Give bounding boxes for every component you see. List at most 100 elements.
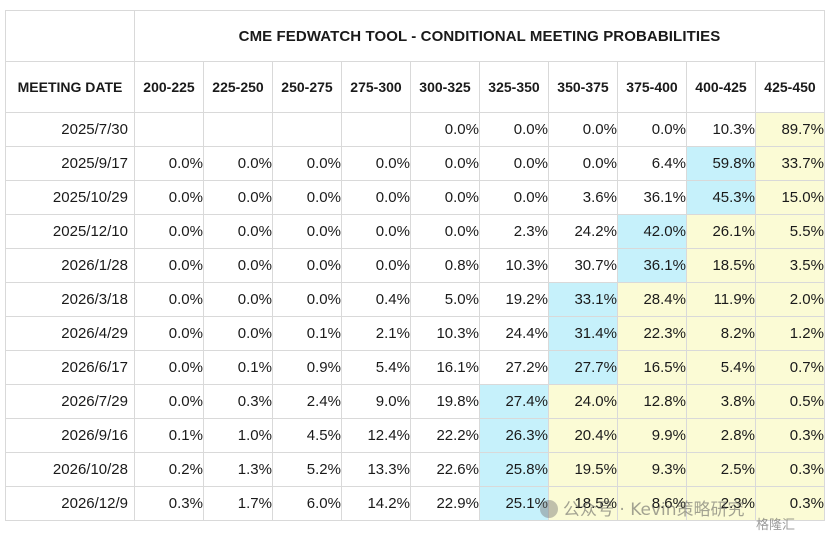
probability-cell: 18.5% [548, 486, 618, 521]
probability-cell: 0.1% [203, 350, 273, 385]
probability-cell: 1.0% [203, 418, 273, 453]
probability-cell: 0.0% [548, 146, 618, 181]
probability-cell: 36.1% [617, 180, 687, 215]
probability-cell: 4.5% [272, 418, 342, 453]
probability-cell: 0.0% [479, 180, 549, 215]
probability-cell: 22.6% [410, 452, 480, 487]
meeting-date-header: MEETING DATE [5, 61, 135, 113]
probability-cell: 0.1% [134, 418, 204, 453]
probability-cell: 1.2% [755, 316, 825, 351]
probability-cell: 45.3% [686, 180, 756, 215]
probability-cell [134, 112, 204, 147]
probability-cell: 59.8% [686, 146, 756, 181]
probability-cell: 27.7% [548, 350, 618, 385]
probability-cell: 9.9% [617, 418, 687, 453]
probability-cell: 12.8% [617, 384, 687, 419]
probability-cell: 0.7% [755, 350, 825, 385]
probability-cell: 8.6% [617, 486, 687, 521]
table-row: 2025/10/29 0.0% 0.0% 0.0% 0.0% 0.0% 0.0% 3.6% 36… [5, 180, 825, 215]
probability-cell: 6.4% [617, 146, 687, 181]
probability-cell: 0.0% [410, 214, 480, 249]
probability-cell: 26.3% [479, 418, 549, 453]
probability-cell: 14.2% [341, 486, 411, 521]
probability-cell: 2.8% [686, 418, 756, 453]
table-row: 2025/12/10 0.0% 0.0% 0.0% 0.0% 0.0% 2.3% 24.2% 4… [5, 214, 825, 249]
probability-cell: 89.7% [755, 112, 825, 147]
probability-cell: 26.1% [686, 214, 756, 249]
probability-cell: 8.2% [686, 316, 756, 351]
probability-cell: 0.0% [203, 248, 273, 283]
probability-cell: 10.3% [686, 112, 756, 147]
probability-cell: 0.3% [755, 418, 825, 453]
probability-cell: 0.0% [272, 146, 342, 181]
probability-cell: 0.0% [203, 316, 273, 351]
probability-cell: 0.3% [755, 452, 825, 487]
meeting-date-cell: 2025/12/10 [5, 214, 135, 249]
range-header-275-300: 275-300 [341, 61, 411, 113]
probability-cell: 2.3% [686, 486, 756, 521]
probability-cell: 9.0% [341, 384, 411, 419]
probability-cell: 19.8% [410, 384, 480, 419]
table-row: 2026/7/29 0.0% 0.3% 2.4% 9.0% 19.8% 27.4% 24.0%… [5, 384, 825, 419]
probability-cell: 2.0% [755, 282, 825, 317]
probability-cell: 0.0% [617, 112, 687, 147]
probability-cell: 16.5% [617, 350, 687, 385]
probability-cell: 2.3% [479, 214, 549, 249]
probability-cell [203, 112, 273, 147]
probability-cell: 28.4% [617, 282, 687, 317]
probability-cell: 11.9% [686, 282, 756, 317]
probability-cell: 0.0% [203, 282, 273, 317]
probability-cell: 36.1% [617, 248, 687, 283]
probability-cell: 0.0% [341, 180, 411, 215]
probability-cell: 10.3% [410, 316, 480, 351]
probability-cell: 0.0% [134, 384, 204, 419]
probability-cell: 30.7% [548, 248, 618, 283]
probability-cell: 42.0% [617, 214, 687, 249]
probability-cell: 5.2% [272, 452, 342, 487]
probability-cell: 25.8% [479, 452, 549, 487]
probability-cell: 0.0% [134, 214, 204, 249]
probability-cell: 0.3% [203, 384, 273, 419]
range-header-325-350: 325-350 [479, 61, 549, 113]
probability-cell: 22.2% [410, 418, 480, 453]
probability-cell: 18.5% [686, 248, 756, 283]
probability-cell: 22.3% [617, 316, 687, 351]
range-header-225-250: 225-250 [203, 61, 273, 113]
probability-cell: 3.5% [755, 248, 825, 283]
probability-cell: 25.1% [479, 486, 549, 521]
meeting-date-cell: 2025/10/29 [5, 180, 135, 215]
probability-cell: 0.0% [134, 350, 204, 385]
meeting-date-cell: 2026/10/28 [5, 452, 135, 487]
probability-cell: 0.0% [272, 214, 342, 249]
probability-cell: 0.4% [341, 282, 411, 317]
table-row: 2026/1/28 0.0% 0.0% 0.0% 0.0% 0.8% 10.3% 30.7% 3… [5, 248, 825, 283]
probability-cell: 31.4% [548, 316, 618, 351]
meeting-date-cell: 2026/7/29 [5, 384, 135, 419]
probability-cell: 0.0% [341, 214, 411, 249]
meeting-date-cell: 2026/4/29 [5, 316, 135, 351]
probability-cell: 16.1% [410, 350, 480, 385]
probability-cell: 0.0% [479, 112, 549, 147]
probability-cell: 0.0% [272, 180, 342, 215]
probability-cell: 0.8% [410, 248, 480, 283]
probability-cell: 2.1% [341, 316, 411, 351]
table-row: 2026/3/18 0.0% 0.0% 0.0% 0.4% 5.0% 19.2% 33.1% 2… [5, 282, 825, 317]
probability-cell: 15.0% [755, 180, 825, 215]
probability-cell: 0.0% [341, 248, 411, 283]
probability-cell: 0.1% [272, 316, 342, 351]
probability-cell: 0.0% [134, 316, 204, 351]
probability-cell: 0.0% [410, 146, 480, 181]
probability-cell: 0.0% [134, 248, 204, 283]
probability-cell: 0.0% [203, 180, 273, 215]
probability-cell: 22.9% [410, 486, 480, 521]
meeting-date-cell: 2026/1/28 [5, 248, 135, 283]
title-row: CME FEDWATCH TOOL - CONDITIONAL MEETING … [5, 10, 825, 62]
probability-cell: 0.0% [203, 146, 273, 181]
probability-cell: 5.4% [341, 350, 411, 385]
range-header-300-325: 300-325 [410, 61, 480, 113]
probability-cell: 24.2% [548, 214, 618, 249]
probability-cell: 0.3% [134, 486, 204, 521]
probability-cell: 0.3% [755, 486, 825, 521]
meeting-date-cell: 2026/9/16 [5, 418, 135, 453]
